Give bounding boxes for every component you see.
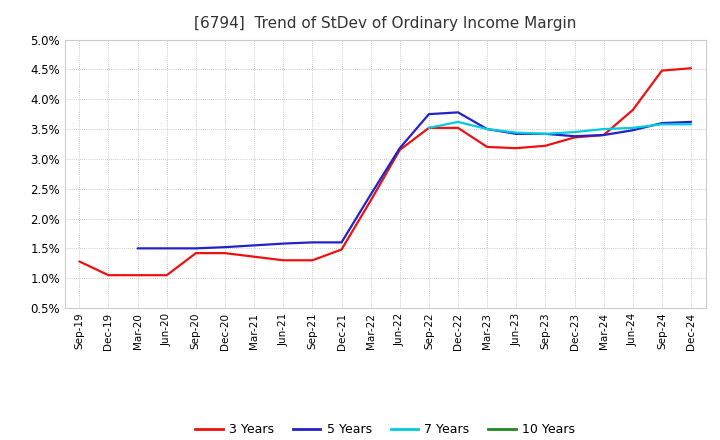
7 Years [512, 130, 521, 135]
7 Years [629, 125, 637, 131]
5 Years [163, 246, 171, 251]
5 Years [366, 192, 375, 197]
7 Years [657, 121, 666, 127]
Line: 5 Years: 5 Years [138, 112, 691, 248]
5 Years [395, 146, 404, 151]
7 Years [541, 131, 550, 136]
5 Years [308, 240, 317, 245]
5 Years [220, 245, 229, 250]
5 Years [541, 131, 550, 136]
7 Years [483, 126, 492, 132]
3 Years [657, 68, 666, 73]
3 Years [599, 132, 608, 138]
3 Years [512, 146, 521, 151]
3 Years [133, 272, 142, 278]
5 Years [599, 132, 608, 138]
3 Years [570, 135, 579, 140]
3 Years [425, 125, 433, 131]
5 Years [454, 110, 462, 115]
5 Years [425, 111, 433, 117]
5 Years [687, 119, 696, 125]
3 Years [250, 254, 258, 259]
5 Years [629, 128, 637, 133]
5 Years [512, 131, 521, 136]
3 Years [104, 272, 113, 278]
3 Years [308, 258, 317, 263]
5 Years [570, 134, 579, 139]
7 Years [425, 125, 433, 131]
3 Years [220, 250, 229, 256]
Line: 3 Years: 3 Years [79, 68, 691, 275]
3 Years [541, 143, 550, 148]
5 Years [279, 241, 287, 246]
3 Years [483, 144, 492, 150]
7 Years [454, 119, 462, 125]
Legend: 3 Years, 5 Years, 7 Years, 10 Years: 3 Years, 5 Years, 7 Years, 10 Years [191, 418, 580, 440]
5 Years [337, 240, 346, 245]
3 Years [192, 250, 200, 256]
Title: [6794]  Trend of StDev of Ordinary Income Margin: [6794] Trend of StDev of Ordinary Income… [194, 16, 577, 32]
5 Years [250, 243, 258, 248]
7 Years [687, 121, 696, 127]
7 Years [599, 126, 608, 132]
3 Years [75, 259, 84, 264]
3 Years [687, 66, 696, 71]
Line: 7 Years: 7 Years [429, 122, 691, 134]
3 Years [279, 258, 287, 263]
3 Years [163, 272, 171, 278]
3 Years [454, 125, 462, 131]
7 Years [570, 129, 579, 135]
5 Years [483, 126, 492, 132]
3 Years [629, 107, 637, 113]
5 Years [657, 121, 666, 126]
3 Years [366, 198, 375, 203]
3 Years [337, 247, 346, 252]
3 Years [395, 147, 404, 153]
5 Years [133, 246, 142, 251]
5 Years [192, 246, 200, 251]
